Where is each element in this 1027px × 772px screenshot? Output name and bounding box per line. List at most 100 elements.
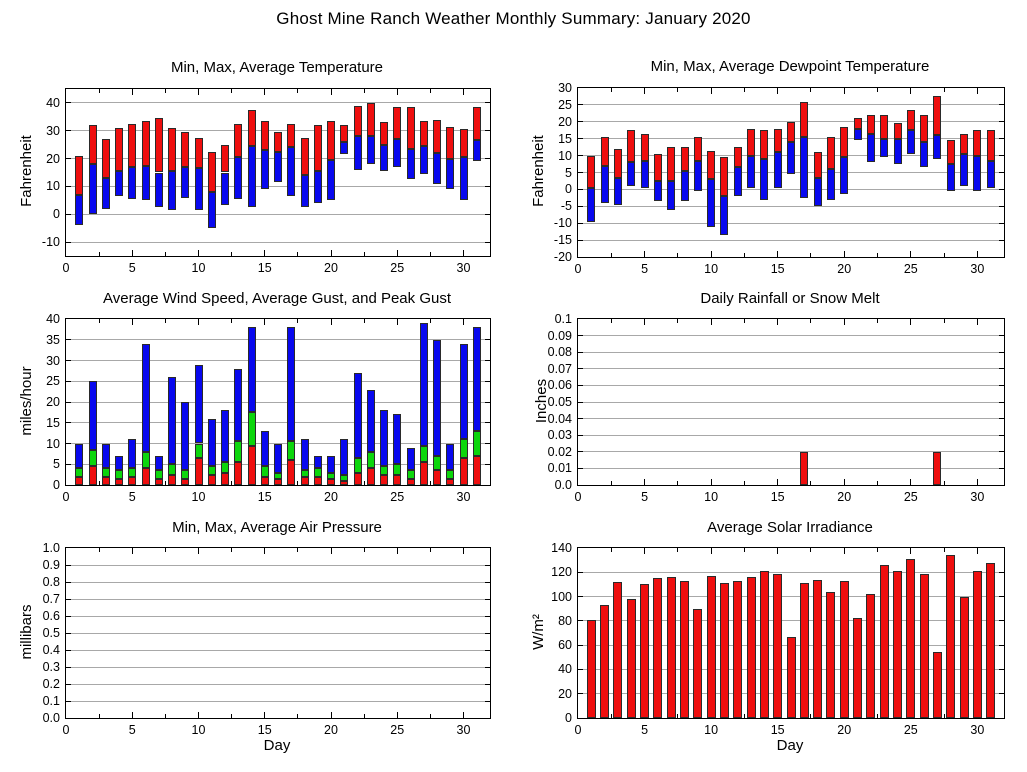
x-tick-label: 15 <box>257 723 272 737</box>
gridline <box>66 380 490 382</box>
x-tick-label: 15 <box>257 490 272 504</box>
x-minor-tick-mark <box>677 481 679 485</box>
bar-min-to-average <box>587 187 596 222</box>
y-tick-mark <box>485 102 490 104</box>
x-minor-tick-mark <box>610 548 612 552</box>
y-tick-label: 5 <box>53 457 60 472</box>
y-tick-label: 0.9 <box>42 558 60 572</box>
bar-average-gust <box>340 474 349 481</box>
gridline <box>66 564 490 566</box>
x-tick-label: 20 <box>837 262 852 276</box>
bar-average-solar-irradiance <box>626 599 636 718</box>
bar-average-to-max <box>221 144 229 173</box>
y-tick-mark <box>66 683 71 685</box>
bar-average-solar-irradiance <box>613 582 623 718</box>
y-tick-mark <box>485 649 490 651</box>
bar-peak-gust <box>88 381 97 450</box>
bar-min-to-average <box>181 166 190 198</box>
y-tick-label: 10 <box>558 148 572 163</box>
y-tick-mark <box>485 158 490 160</box>
bar-peak-gust <box>181 402 190 471</box>
bar-min-to-average <box>946 164 955 192</box>
gridline <box>578 239 1004 241</box>
x-tick-mark <box>910 548 912 554</box>
x-tick-label: 25 <box>903 723 918 737</box>
chart-title-temperature: Min, Max, Average Temperature <box>170 59 384 76</box>
y-axis-label-temperature: Fahrenheit <box>18 135 35 207</box>
bar-average-to-max <box>946 140 955 165</box>
y-tick-mark <box>999 668 1004 670</box>
x-minor-tick-mark <box>363 548 365 552</box>
y-tick-mark <box>578 335 583 337</box>
bar-average-to-max <box>667 147 676 181</box>
bar-average-to-max <box>380 122 388 145</box>
x-tick-mark <box>264 319 266 325</box>
x-minor-tick-mark <box>677 714 679 718</box>
x-minor-tick-mark <box>677 319 679 323</box>
gridline <box>66 185 490 187</box>
y-tick-label: 0.09 <box>547 328 572 343</box>
y-tick-mark <box>66 632 71 634</box>
y-tick-label: 40 <box>46 312 60 326</box>
x-tick-mark <box>131 712 133 718</box>
bar-average-gust <box>247 412 256 446</box>
x-tick-mark <box>976 548 978 554</box>
bar-peak-gust <box>221 410 229 463</box>
bar-average-to-max <box>207 151 216 192</box>
bar-peak-gust <box>128 439 137 469</box>
x-tick-label: 30 <box>970 490 985 504</box>
bar-average-to-max <box>866 115 875 134</box>
y-tick-mark <box>485 564 490 566</box>
x-tick-mark <box>777 251 779 257</box>
bar-average-to-max <box>920 115 929 143</box>
chart-title-wind: Average Wind Speed, Average Gust, and Pe… <box>103 290 451 307</box>
gridline <box>66 632 490 634</box>
y-tick-label: 0.1 <box>42 694 60 708</box>
y-tick-mark <box>578 205 583 207</box>
x-tick-mark <box>910 319 912 325</box>
bar-peak-gust <box>75 443 84 469</box>
x-tick-mark <box>463 89 464 95</box>
x-minor-tick-mark <box>877 481 879 485</box>
x-tick-label: 5 <box>128 723 136 737</box>
bar-peak-gust <box>459 343 468 440</box>
x-tick-mark <box>330 250 332 256</box>
bar-average-to-max <box>787 121 795 143</box>
bar-average-solar-irradiance <box>839 580 849 718</box>
bar-average-wind-speed <box>207 474 216 485</box>
bar-average-wind-speed <box>287 460 296 485</box>
x-minor-tick-mark <box>164 481 166 485</box>
bar-min-to-average <box>960 153 969 187</box>
y-tick-mark <box>66 158 71 160</box>
y-tick-mark <box>999 418 1004 420</box>
bar-average-gust <box>234 441 243 463</box>
y-tick-mark <box>578 239 583 241</box>
y-tick-label: 0.05 <box>547 395 572 409</box>
x-tick-mark <box>777 319 779 325</box>
gridline <box>578 401 1004 403</box>
bar-average-to-max <box>773 128 782 153</box>
y-tick-mark <box>999 121 1004 123</box>
x-tick-mark <box>198 319 199 325</box>
bar-min-to-average <box>973 155 982 192</box>
x-minor-tick-mark <box>810 714 812 718</box>
y-tick-mark <box>485 443 490 444</box>
bar-average-solar-irradiance <box>932 652 942 718</box>
bar-peak-gust <box>472 327 481 432</box>
bar-average-solar-irradiance <box>813 579 823 718</box>
x-tick-label: 10 <box>704 723 719 737</box>
bar-average-solar-irradiance <box>799 583 809 718</box>
bar-min-to-average <box>221 172 229 205</box>
x-tick-mark <box>264 89 266 95</box>
bar-min-to-average <box>419 146 428 174</box>
x-minor-tick-mark <box>231 548 233 552</box>
bar-average-gust <box>194 443 203 459</box>
bar-average-to-max <box>300 137 309 176</box>
bar-average-gust <box>366 451 375 469</box>
bar-min-to-average <box>640 160 649 188</box>
x-tick-label: 20 <box>837 723 852 737</box>
y-tick-mark <box>485 360 490 361</box>
x-tick-mark <box>710 88 712 94</box>
y-tick-mark <box>578 351 583 353</box>
bar-min-to-average <box>760 158 769 200</box>
